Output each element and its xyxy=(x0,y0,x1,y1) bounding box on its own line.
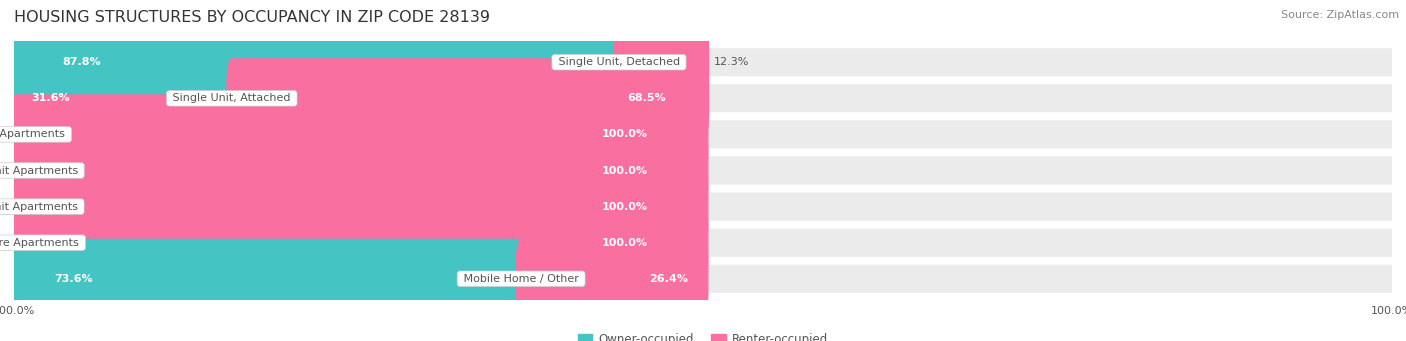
FancyBboxPatch shape xyxy=(14,265,1392,293)
FancyBboxPatch shape xyxy=(8,166,709,247)
Text: 12.3%: 12.3% xyxy=(714,57,749,67)
Text: 0.0%: 0.0% xyxy=(0,129,4,139)
FancyBboxPatch shape xyxy=(8,22,624,102)
Text: 2 Unit Apartments: 2 Unit Apartments xyxy=(0,129,69,139)
Text: Source: ZipAtlas.com: Source: ZipAtlas.com xyxy=(1281,10,1399,20)
FancyBboxPatch shape xyxy=(613,22,709,102)
FancyBboxPatch shape xyxy=(14,120,1392,148)
Text: 0.0%: 0.0% xyxy=(0,202,4,212)
Text: 68.5%: 68.5% xyxy=(627,93,666,103)
FancyBboxPatch shape xyxy=(8,58,238,138)
Text: 31.6%: 31.6% xyxy=(31,93,70,103)
Text: 73.6%: 73.6% xyxy=(55,274,93,284)
FancyBboxPatch shape xyxy=(11,105,52,164)
Text: 0.0%: 0.0% xyxy=(0,238,4,248)
Text: Single Unit, Attached: Single Unit, Attached xyxy=(169,93,294,103)
Text: 87.8%: 87.8% xyxy=(62,57,101,67)
FancyBboxPatch shape xyxy=(516,239,709,319)
FancyBboxPatch shape xyxy=(8,131,709,210)
Text: Mobile Home / Other: Mobile Home / Other xyxy=(460,274,582,284)
Text: HOUSING STRUCTURES BY OCCUPANCY IN ZIP CODE 28139: HOUSING STRUCTURES BY OCCUPANCY IN ZIP C… xyxy=(14,10,491,25)
Text: 5 to 9 Unit Apartments: 5 to 9 Unit Apartments xyxy=(0,202,82,212)
FancyBboxPatch shape xyxy=(11,141,52,200)
Text: 10 or more Apartments: 10 or more Apartments xyxy=(0,238,83,248)
FancyBboxPatch shape xyxy=(11,213,52,272)
Text: 3 or 4 Unit Apartments: 3 or 4 Unit Apartments xyxy=(0,165,82,176)
FancyBboxPatch shape xyxy=(14,193,1392,221)
Text: 100.0%: 100.0% xyxy=(602,238,648,248)
FancyBboxPatch shape xyxy=(11,177,52,236)
Text: 0.0%: 0.0% xyxy=(0,165,4,176)
FancyBboxPatch shape xyxy=(8,203,709,283)
FancyBboxPatch shape xyxy=(14,228,1392,257)
FancyBboxPatch shape xyxy=(14,84,1392,113)
Legend: Owner-occupied, Renter-occupied: Owner-occupied, Renter-occupied xyxy=(574,329,832,341)
Text: Single Unit, Detached: Single Unit, Detached xyxy=(554,57,683,67)
FancyBboxPatch shape xyxy=(8,239,527,319)
FancyBboxPatch shape xyxy=(226,58,709,138)
Text: 100.0%: 100.0% xyxy=(602,202,648,212)
Text: 26.4%: 26.4% xyxy=(650,274,689,284)
FancyBboxPatch shape xyxy=(14,48,1392,76)
Text: 100.0%: 100.0% xyxy=(602,165,648,176)
FancyBboxPatch shape xyxy=(14,157,1392,184)
FancyBboxPatch shape xyxy=(8,94,709,175)
Text: 100.0%: 100.0% xyxy=(602,129,648,139)
